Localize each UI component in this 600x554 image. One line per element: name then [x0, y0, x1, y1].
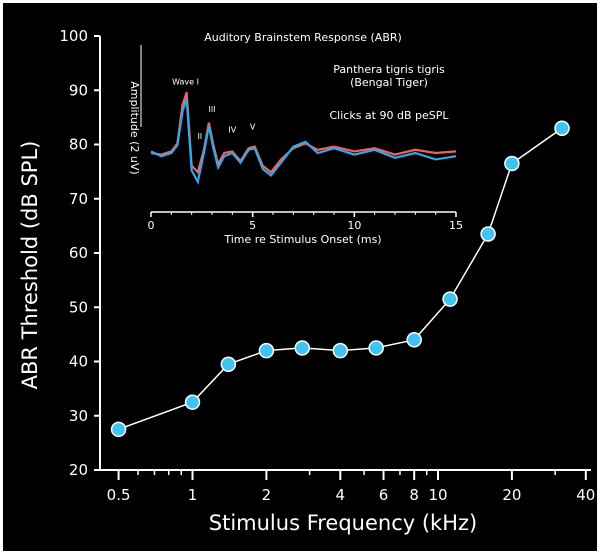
- threshold-point: [555, 121, 569, 135]
- y-tick-label: 60: [69, 244, 88, 262]
- threshold-point: [481, 227, 495, 241]
- y-tick-label: 30: [69, 407, 88, 425]
- inset-x-tick-label: 15: [449, 219, 463, 232]
- x-tick-label: 0.5: [107, 486, 131, 504]
- threshold-point: [333, 344, 347, 358]
- x-tick-label: 20: [502, 486, 521, 504]
- inset-annotation-stimulus: Clicks at 90 dB peSPL: [329, 109, 449, 122]
- inset-y-axis-title: Amplitude (2 uV): [128, 81, 141, 174]
- inset-annotation-common-name: (Bengal Tiger): [350, 76, 428, 89]
- inset-x-tick-label: 0: [148, 219, 155, 232]
- x-tick-label: 6: [379, 486, 389, 504]
- x-tick-label: 40: [576, 486, 595, 504]
- inset-x-tick-label: 5: [249, 219, 256, 232]
- inset-peak-label: IV: [228, 126, 236, 135]
- threshold-point: [185, 395, 199, 409]
- x-tick-label: 4: [336, 486, 346, 504]
- threshold-point: [407, 333, 421, 347]
- x-tick-label: 10: [428, 486, 447, 504]
- threshold-point: [221, 357, 235, 371]
- threshold-point: [505, 156, 519, 170]
- y-tick-label: 50: [69, 298, 88, 316]
- threshold-point: [259, 344, 273, 358]
- threshold-point: [112, 422, 126, 436]
- y-tick-label: 70: [69, 190, 88, 208]
- inset-annotation-species: Panthera tigris tigris: [333, 63, 445, 76]
- y-tick-label: 20: [69, 461, 88, 479]
- inset-x-axis-title: Time re Stimulus Onset (ms): [223, 233, 381, 246]
- y-axis-title: ABR Threshold (dB SPL): [18, 141, 42, 390]
- chart-frame: 20 30 40 50 60 70 80 90 100 0.5 1 2 4 6 8 10 20 40 ABR Th…: [3, 3, 597, 551]
- inset-peak-label: V: [250, 122, 256, 131]
- inset-peak-label: II: [197, 132, 202, 141]
- y-tick-label: 90: [69, 81, 88, 99]
- y-tick-label: 100: [59, 27, 88, 45]
- main-series: [112, 121, 569, 436]
- threshold-line: [119, 128, 562, 429]
- threshold-point: [443, 292, 457, 306]
- y-tick-label: 80: [69, 136, 88, 154]
- x-tick-label: 1: [188, 486, 198, 504]
- inset-chart: Auditory Brainstem Response (ABR) Panthe…: [128, 31, 463, 246]
- threshold-point: [295, 341, 309, 355]
- x-tick-label: 8: [409, 486, 419, 504]
- inset-title: Auditory Brainstem Response (ABR): [204, 31, 402, 44]
- x-tick-label: 2: [262, 486, 272, 504]
- inset-peak-label: III: [208, 105, 215, 114]
- inset-x-tick-label: 10: [347, 219, 361, 232]
- y-tick-label: 40: [69, 353, 88, 371]
- inset-peak-label: Wave I: [172, 78, 199, 87]
- threshold-point: [369, 341, 383, 355]
- x-axis-title: Stimulus Frequency (kHz): [209, 511, 477, 535]
